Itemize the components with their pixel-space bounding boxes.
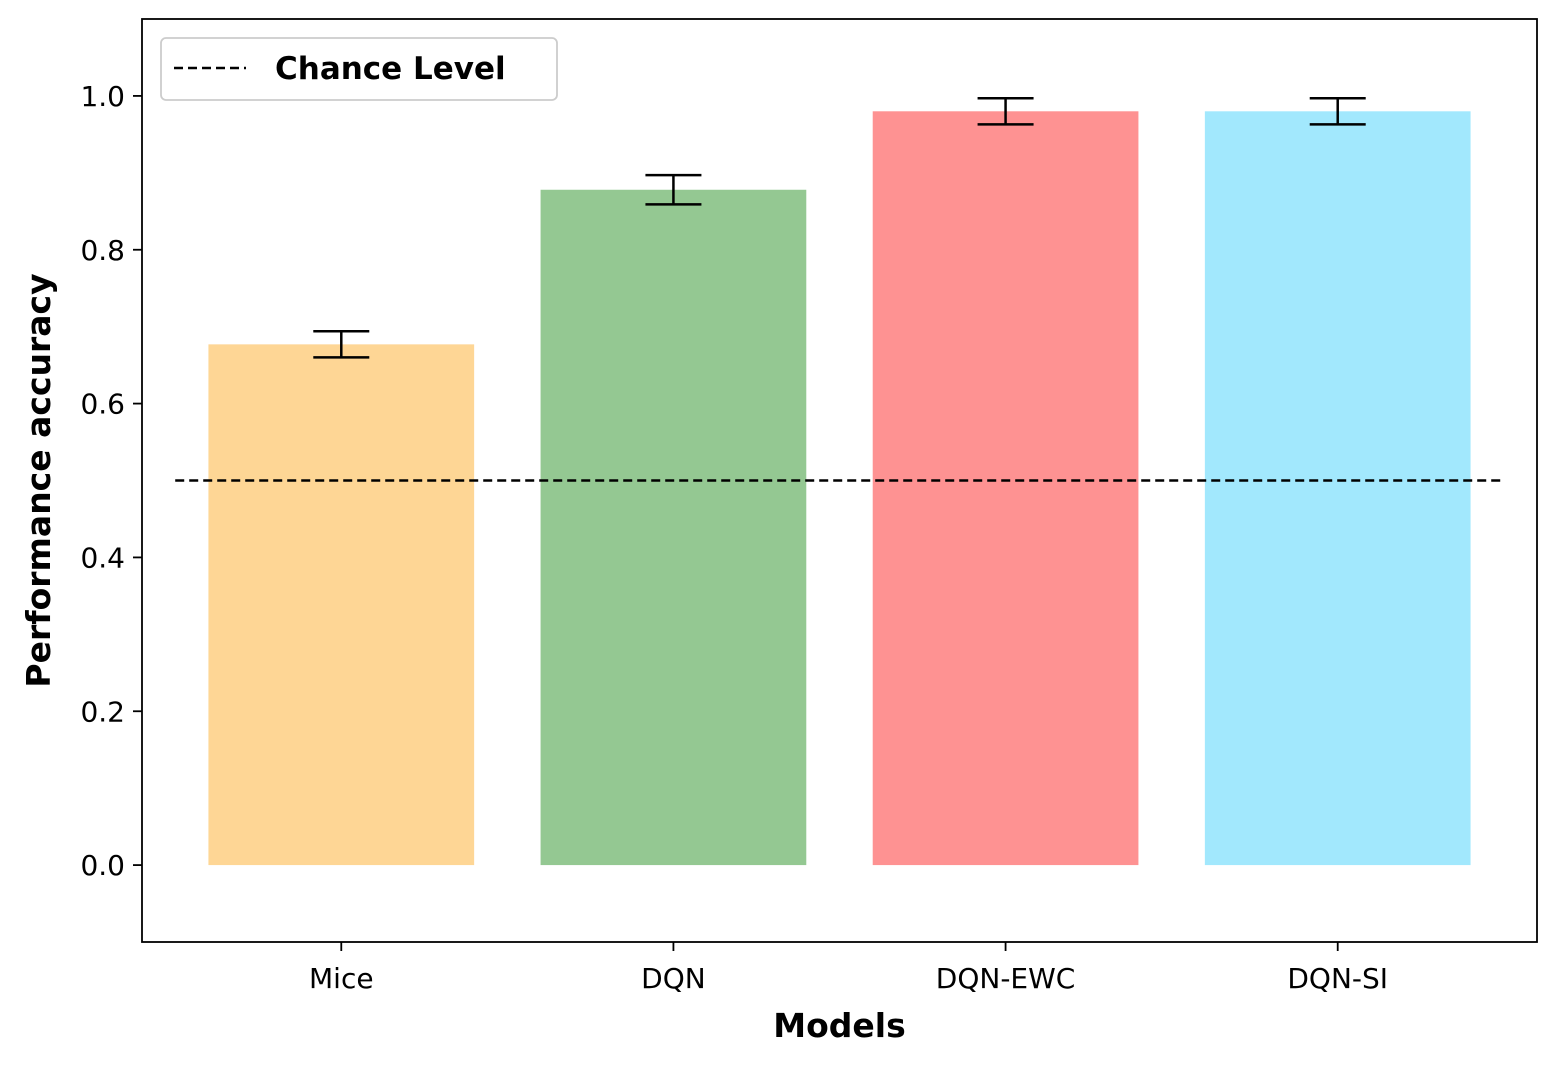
bar-dqn-si xyxy=(1204,111,1471,866)
y-tick-label: 0.8 xyxy=(80,234,125,267)
y-tick-label: 0.0 xyxy=(80,849,125,882)
y-tick-label: 1.0 xyxy=(80,80,125,113)
bar-dqn xyxy=(540,189,807,866)
x-tick-label: DQN-EWC xyxy=(936,962,1076,995)
x-tick-label: Mice xyxy=(309,962,374,995)
error-bars-group xyxy=(313,96,1366,359)
y-axis: 0.0 0.2 0.4 0.6 0.8 1.0 xyxy=(80,80,142,882)
x-tick-label: DQN xyxy=(641,962,706,995)
x-axis-title: Models xyxy=(773,1006,905,1045)
legend-label-chance-level: Chance Level xyxy=(275,51,506,87)
y-tick-label: 0.6 xyxy=(80,388,125,421)
bar-mice xyxy=(208,344,475,866)
legend: Chance Level xyxy=(160,37,558,101)
x-axis: Mice DQN DQN-EWC DQN-SI xyxy=(309,942,1388,995)
y-axis-title: Performance accuracy xyxy=(19,273,58,687)
legend-box xyxy=(160,37,558,101)
x-tick-label: DQN-SI xyxy=(1287,962,1388,995)
y-tick-label: 0.2 xyxy=(80,695,125,728)
bar-dqn-ewc xyxy=(872,111,1139,866)
plot-area-frame xyxy=(141,18,1538,943)
y-tick-label: 0.4 xyxy=(80,541,125,574)
bars-group xyxy=(208,111,1471,866)
